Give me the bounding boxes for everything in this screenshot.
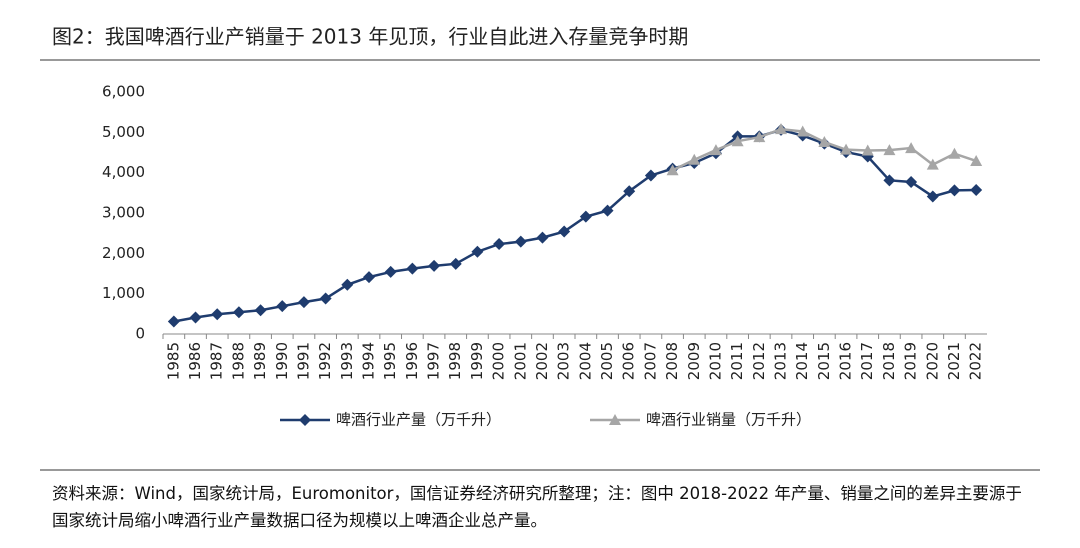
- x-tick-label: 2003: [555, 342, 573, 380]
- point: [536, 231, 549, 244]
- x-tick-label: 1990: [273, 342, 291, 380]
- x-tick-label: 2010: [706, 342, 724, 380]
- legend-label: 啤酒行业销量（万千升）: [646, 411, 811, 429]
- x-tick-label: 2019: [902, 342, 920, 380]
- point: [406, 262, 419, 275]
- point: [601, 204, 614, 217]
- point: [753, 131, 766, 143]
- y-tick-label: 6,000: [102, 83, 145, 101]
- x-tick-label: 1992: [316, 342, 334, 380]
- point: [731, 135, 744, 147]
- point: [666, 164, 679, 176]
- point: [211, 308, 224, 321]
- x-tick-label: 2012: [750, 342, 768, 380]
- point: [623, 185, 636, 198]
- chart-title: 图2：我国啤酒行业产销量于 2013 年见顶，行业自此进入存量竞争时期: [52, 25, 688, 49]
- point: [341, 278, 354, 291]
- x-tick-label: 1985: [164, 342, 182, 380]
- x-tick-label: 1986: [186, 342, 204, 380]
- x-tick-label: 2004: [576, 342, 594, 380]
- point: [471, 245, 484, 258]
- x-tick-label: 2000: [490, 342, 508, 380]
- x-tick-label: 1987: [208, 342, 226, 380]
- point: [905, 142, 918, 154]
- x-tick-label: 2007: [641, 342, 659, 380]
- x-tick-label: 1997: [425, 342, 443, 380]
- point: [167, 315, 180, 328]
- point: [861, 144, 874, 156]
- point: [514, 235, 527, 248]
- x-tick-label: 2008: [663, 342, 681, 380]
- x-tick-label: 2011: [728, 342, 746, 380]
- x-tick-label: 1996: [403, 342, 421, 380]
- x-tick-label: 1999: [468, 342, 486, 380]
- point: [883, 174, 896, 187]
- point: [926, 158, 939, 170]
- x-tick-label: 2016: [837, 342, 855, 380]
- point: [948, 147, 961, 159]
- point: [363, 271, 375, 284]
- x-tick-label: 2009: [685, 342, 703, 380]
- x-tick-label: 1991: [294, 342, 312, 380]
- legend-marker: [609, 414, 621, 425]
- x-tick-label: 2014: [793, 342, 811, 380]
- x-tick-label: 2018: [880, 342, 898, 380]
- point: [709, 144, 722, 156]
- point: [970, 154, 983, 166]
- x-tick-label: 2015: [815, 342, 833, 380]
- x-tick-label: 2002: [533, 342, 551, 380]
- point: [254, 304, 267, 317]
- x-tick-label: 1989: [251, 342, 269, 380]
- point: [276, 300, 289, 313]
- point: [688, 153, 701, 165]
- y-tick-label: 4,000: [102, 163, 145, 181]
- point: [449, 257, 462, 270]
- x-tick-label: 2022: [967, 342, 985, 380]
- x-tick-label: 2005: [598, 342, 616, 380]
- y-tick-label: 0: [135, 325, 145, 343]
- y-tick-label: 1,000: [102, 284, 145, 302]
- y-tick-label: 2,000: [102, 244, 145, 262]
- point: [189, 311, 202, 324]
- x-tick-label: 1988: [229, 342, 247, 380]
- legend-label: 啤酒行业产量（万千升）: [336, 411, 501, 429]
- point: [818, 136, 831, 148]
- point: [319, 292, 332, 305]
- x-tick-label: 1998: [446, 342, 464, 380]
- point: [644, 169, 657, 182]
- point: [232, 306, 245, 319]
- point: [428, 259, 441, 272]
- point: [579, 210, 592, 223]
- x-tick-label: 1994: [360, 342, 378, 380]
- point: [493, 238, 506, 251]
- point: [905, 175, 918, 188]
- point: [384, 265, 397, 278]
- x-tick-label: 2017: [858, 342, 876, 380]
- x-tick-label: 2006: [620, 342, 638, 380]
- point: [883, 144, 896, 156]
- point: [297, 296, 310, 309]
- x-tick-label: 2020: [923, 342, 941, 380]
- x-tick-label: 1993: [338, 342, 356, 380]
- point: [775, 123, 787, 135]
- point: [558, 225, 571, 238]
- legend-marker: [299, 414, 311, 426]
- y-tick-label: 5,000: [102, 123, 145, 141]
- point: [970, 184, 983, 197]
- y-tick-label: 3,000: [102, 204, 145, 222]
- point: [948, 184, 961, 197]
- point: [840, 143, 853, 155]
- point: [926, 190, 939, 203]
- x-tick-label: 1995: [381, 342, 399, 380]
- x-tick-label: 2021: [945, 342, 963, 380]
- source-note: 资料来源：Wind，国家统计局，Euromonitor，国信证券经济研究所整理；…: [52, 484, 1022, 530]
- point: [796, 125, 809, 137]
- x-tick-label: 2001: [511, 342, 529, 380]
- series-line: [173, 128, 977, 323]
- x-tick-label: 2013: [772, 342, 790, 380]
